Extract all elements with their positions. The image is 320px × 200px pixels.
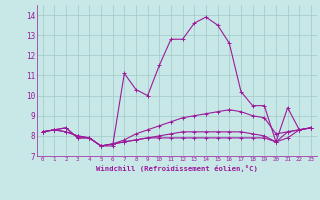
X-axis label: Windchill (Refroidissement éolien,°C): Windchill (Refroidissement éolien,°C) xyxy=(96,165,258,172)
